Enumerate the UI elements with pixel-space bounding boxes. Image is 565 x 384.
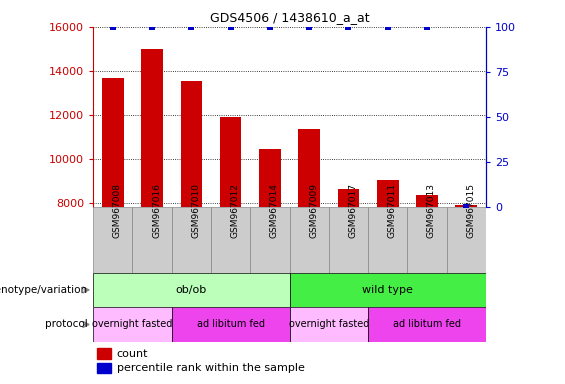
Bar: [368, 207, 407, 273]
Bar: [211, 207, 250, 273]
Text: GSM967011: GSM967011: [388, 183, 397, 238]
Point: [187, 24, 196, 30]
Point: [383, 24, 392, 30]
Bar: [289, 273, 486, 307]
Text: GSM967014: GSM967014: [270, 183, 279, 238]
Text: overnight fasted: overnight fasted: [289, 319, 369, 329]
Text: GSM967012: GSM967012: [231, 183, 240, 238]
Text: GSM967017: GSM967017: [349, 183, 358, 238]
Text: ad libitum fed: ad libitum fed: [393, 319, 461, 329]
Bar: [181, 81, 202, 207]
Text: ob/ob: ob/ob: [176, 285, 207, 295]
Bar: [220, 117, 241, 207]
Bar: [93, 273, 289, 307]
Bar: [97, 349, 111, 359]
Bar: [132, 207, 172, 273]
Bar: [93, 207, 132, 273]
Bar: [329, 207, 368, 273]
Text: percentile rank within the sample: percentile rank within the sample: [117, 363, 305, 373]
Bar: [259, 149, 281, 207]
Bar: [298, 129, 320, 207]
Text: wild type: wild type: [362, 285, 413, 295]
Title: GDS4506 / 1438610_a_at: GDS4506 / 1438610_a_at: [210, 11, 370, 24]
Point: [226, 24, 235, 30]
Bar: [172, 307, 289, 342]
Bar: [338, 189, 359, 207]
Bar: [250, 207, 289, 273]
Bar: [368, 307, 486, 342]
Bar: [455, 205, 477, 207]
Text: GSM967009: GSM967009: [309, 183, 318, 238]
Text: GSM967010: GSM967010: [192, 183, 201, 238]
Point: [344, 24, 353, 30]
Point: [462, 204, 471, 210]
Bar: [289, 307, 368, 342]
Bar: [102, 78, 124, 207]
Bar: [97, 363, 111, 373]
Point: [305, 24, 314, 30]
Text: GSM967016: GSM967016: [152, 183, 161, 238]
Point: [266, 24, 275, 30]
Text: protocol: protocol: [45, 319, 88, 329]
Text: overnight fasted: overnight fasted: [92, 319, 173, 329]
Text: ad libitum fed: ad libitum fed: [197, 319, 264, 329]
Point: [108, 24, 118, 30]
Point: [423, 24, 432, 30]
Bar: [93, 307, 172, 342]
Text: GSM967008: GSM967008: [113, 183, 122, 238]
Text: genotype/variation: genotype/variation: [0, 285, 88, 295]
Text: GSM967013: GSM967013: [427, 183, 436, 238]
Bar: [416, 195, 438, 207]
Bar: [407, 207, 446, 273]
Bar: [447, 207, 486, 273]
Text: GSM967015: GSM967015: [466, 183, 475, 238]
Bar: [377, 180, 398, 207]
Bar: [172, 207, 211, 273]
Bar: [141, 49, 163, 207]
Text: count: count: [117, 349, 148, 359]
Bar: [289, 207, 329, 273]
Point: [147, 24, 157, 30]
